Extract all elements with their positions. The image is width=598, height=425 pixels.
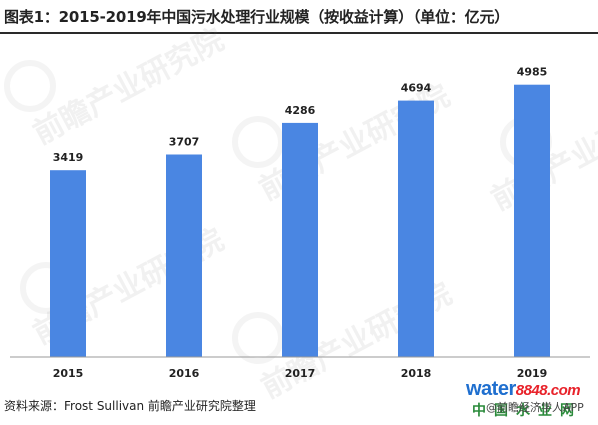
bar-2015: [50, 170, 86, 357]
bar-2019: [514, 84, 550, 357]
x-tick-label-2017: 2017: [285, 367, 316, 380]
brand-chinese: 中国水业网: [472, 403, 582, 419]
data-label-2015: 3419: [53, 151, 84, 164]
x-tick-label-2018: 2018: [401, 367, 432, 380]
x-tick-label-2015: 2015: [53, 367, 84, 380]
title-divider: [0, 32, 598, 34]
brand-suffix: .com: [547, 382, 581, 399]
brand-logo: water8848.com 中国水业网 @前瞻经济学人APP: [466, 378, 596, 422]
brand-water-word: water: [466, 378, 516, 400]
bar-2017: [282, 122, 318, 358]
x-tick-label-2016: 2016: [169, 367, 200, 380]
bars-layer: [50, 84, 550, 358]
data-label-2019: 4985: [517, 66, 548, 79]
labels-layer: 3419 2015 3707 2016 4286 2017 4694 2018 4985 2019: [53, 66, 548, 380]
brand-app-credit: @前瞻经济学人APP: [486, 401, 584, 414]
data-label-2017: 4286: [285, 104, 316, 117]
source-note: 资料来源：Frost Sullivan 前瞻产业研究院整理: [4, 399, 256, 413]
bar-2018: [398, 100, 434, 357]
data-label-2018: 4694: [401, 82, 432, 95]
bar-2016: [166, 154, 202, 357]
brand-water-text: water8848.com: [466, 378, 581, 401]
chart-title: 图表1：2015-2019年中国污水处理行业规模（按收益计算）（单位：亿元）: [4, 8, 510, 26]
brand-number: 8848: [515, 382, 548, 399]
data-label-2016: 3707: [169, 136, 200, 149]
x-tick-label-2019: 2019: [517, 367, 548, 380]
